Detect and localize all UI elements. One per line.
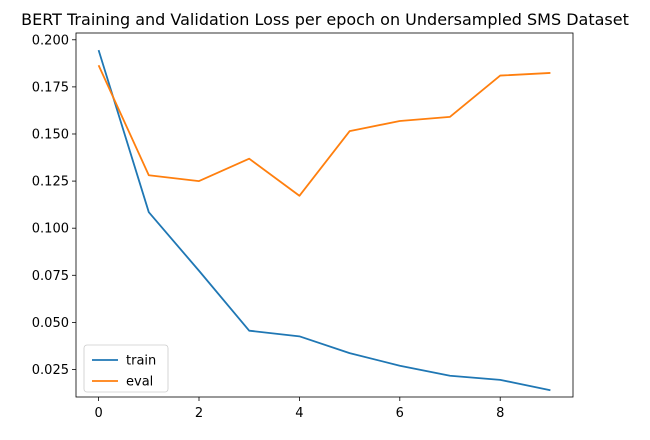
legend-label-eval: eval (126, 375, 153, 390)
x-tick-label: 8 (496, 406, 504, 421)
series-line-eval (97, 64, 551, 197)
plot-frame (75, 32, 574, 398)
y-tick-label: 0.075 (32, 269, 69, 284)
x-tick-label: 6 (396, 406, 404, 421)
legend-label-train: train (126, 354, 156, 369)
x-tick-label: 0 (94, 406, 102, 421)
y-tick-label: 0.200 (32, 33, 69, 48)
series-layer (97, 49, 551, 392)
y-tick-label: 0.025 (32, 363, 69, 378)
legend: train eval (83, 344, 169, 393)
y-tick-label: 0.125 (32, 175, 69, 190)
chart-title: BERT Training and Validation Loss per ep… (21, 10, 629, 29)
series-line-train (97, 49, 551, 392)
y-tick-label: 0.050 (32, 316, 69, 331)
x-tick-label: 2 (195, 406, 203, 421)
y-axis: 0.025 0.050 0.075 0.100 0.125 0.150 0.175 0.200 (32, 33, 76, 378)
y-tick-label: 0.150 (32, 127, 69, 142)
x-axis: 0 2 4 6 8 (94, 397, 504, 421)
x-tick-label: 4 (295, 406, 303, 421)
y-tick-label: 0.100 (32, 222, 69, 237)
y-tick-label: 0.175 (32, 80, 69, 95)
